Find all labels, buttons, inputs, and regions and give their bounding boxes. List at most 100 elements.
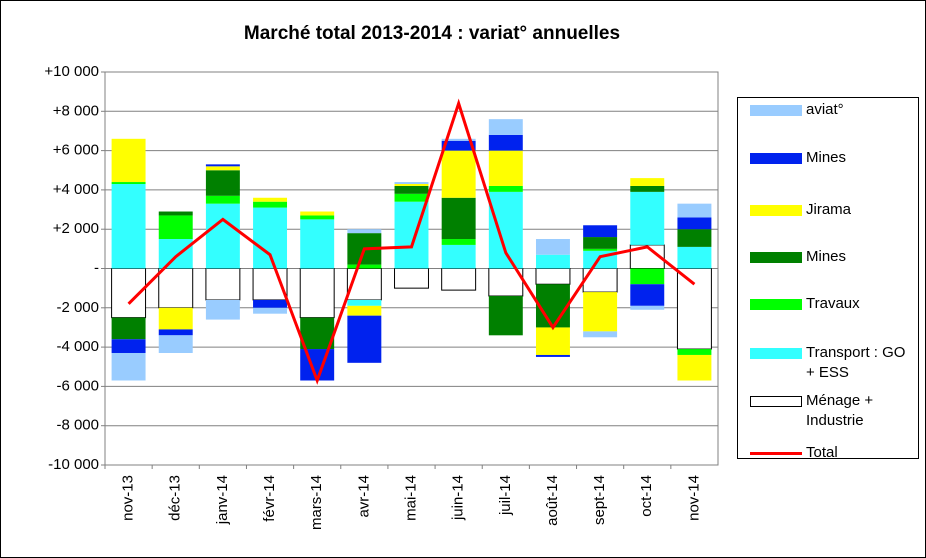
bar [205,203,240,269]
bar [677,349,712,355]
bar [158,215,193,240]
legend-label: aviat° [806,101,844,118]
legend-swatch [750,205,802,216]
bar [158,307,193,330]
x-tick-label: févr-14 [261,475,278,522]
legend-item: aviat° [750,100,918,120]
bar [677,203,712,218]
legend-swatch [750,153,802,164]
legend-swatch [750,348,802,359]
y-tick-label: +10 000 [44,63,99,80]
bar [583,237,618,249]
bar [583,248,618,251]
bar [111,352,146,381]
bar [630,268,665,285]
bar [205,170,240,196]
legend: aviat° Mines Jirama Mines Travaux Transport :… [737,97,919,461]
bar [300,215,335,220]
bar [583,292,618,332]
bar [394,193,429,202]
bar [158,329,193,336]
y-tick-label: - [94,259,99,276]
x-tick-label: nov-13 [120,475,137,521]
legend-label: Transport : GO + ESS [806,344,906,381]
bar [394,185,429,194]
x-tick-label: déc-13 [167,475,184,521]
bar [300,317,335,350]
bar [253,197,288,202]
bar [488,296,523,336]
bar [394,268,429,289]
bar [630,185,665,192]
bar [253,207,288,269]
y-tick-label: +6 000 [53,142,99,159]
bar [347,264,382,269]
legend-swatch [750,452,802,455]
bar [205,164,240,167]
bar [300,211,335,216]
bar [347,229,382,234]
bar [111,138,146,183]
bar [441,239,476,245]
y-tick-label: -8 000 [56,417,99,434]
legend-item: Travaux [750,294,918,314]
bar [488,119,523,135]
x-tick-label: janv-14 [214,475,231,525]
bar [630,284,665,306]
bar [347,299,382,306]
legend-label: Travaux [806,295,860,312]
bar [583,331,618,338]
y-tick-label: -2 000 [56,299,99,316]
bar [394,184,429,186]
bar [677,246,712,269]
bar [676,268,712,350]
bar [253,201,288,208]
legend-label: Mines [806,149,847,166]
bar [111,184,146,269]
legend-label: Mines [806,248,847,265]
bar [535,327,570,355]
x-tick-label: juil-14 [497,475,514,516]
x-tick-label: oct-14 [638,475,655,517]
legend-swatch [750,299,802,310]
bar [535,254,570,269]
bar [677,229,712,247]
bar [300,349,335,381]
x-tick-label: avr-14 [355,475,372,518]
bar [583,225,618,238]
bar [347,315,382,363]
legend-item: Mines [750,247,918,267]
bar [158,335,193,353]
chart-title: Marché total 2013-2014 : variat° annuell… [244,23,620,44]
x-tick-label: juin-14 [450,475,467,521]
y-tick-label: +8 000 [53,102,99,119]
legend-item: Transport : GO + ESS [750,343,918,383]
y-tick-label: +2 000 [53,220,99,237]
legend-item: Mines [750,148,918,168]
bar [488,191,523,269]
bar [205,166,240,171]
x-tick-label: août-14 [544,475,561,526]
x-tick-label: mai-14 [402,475,419,521]
legend-item: Ménage + Industrie [750,391,918,431]
bar [677,217,712,230]
bar [630,305,665,310]
bar [535,284,570,328]
bar [441,268,477,291]
legend-swatch [750,105,802,116]
total-line [127,98,696,385]
legend-item: Total [750,443,918,463]
y-tick-label: -10 000 [48,456,99,473]
bar [299,268,335,319]
bar [488,134,523,151]
bar [441,197,476,240]
bar [441,150,476,198]
bar [111,339,146,353]
x-tick-label: mars-14 [308,475,325,530]
legend-item: Jirama [750,200,918,220]
bar [677,354,712,381]
y-tick-label: -4 000 [56,338,99,355]
bar [253,307,288,314]
legend-swatch [750,252,802,263]
